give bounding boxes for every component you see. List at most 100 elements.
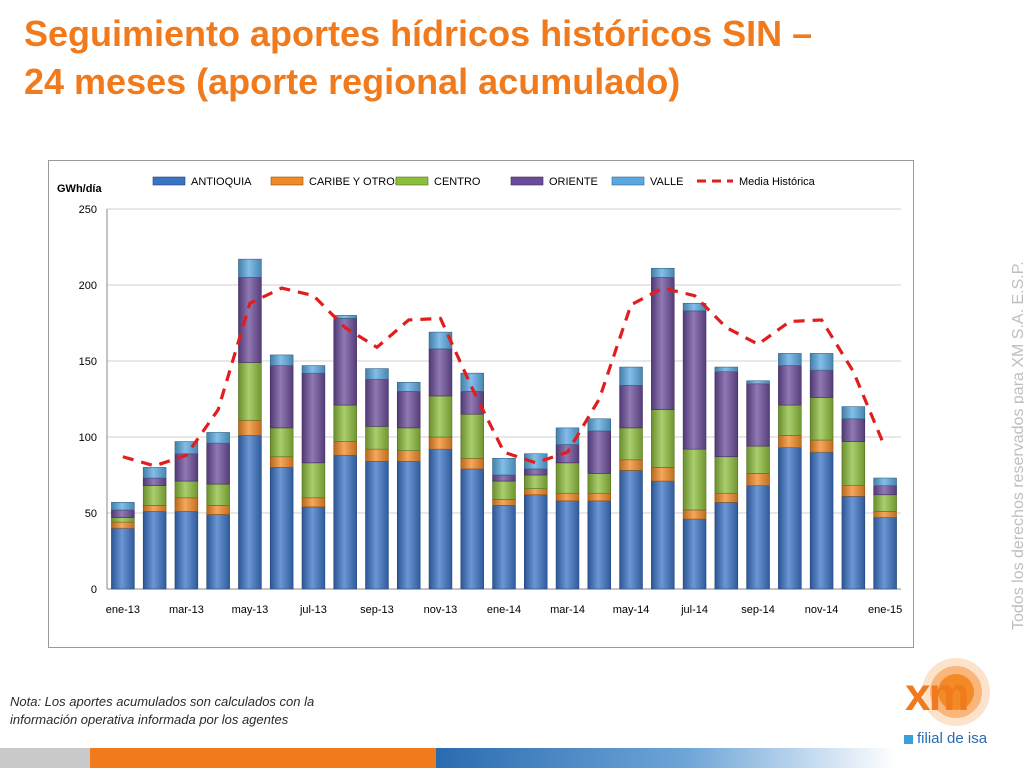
- bar-centro: [206, 483, 230, 506]
- logo-tagline-text: filial de isa: [917, 730, 988, 747]
- bar-caribe-y-otros: [111, 521, 135, 529]
- page-title: Seguimiento aportes hídricos históricos …: [24, 10, 924, 106]
- bar-antioquia: [619, 470, 643, 590]
- x-tick-label: mar-13: [169, 604, 204, 616]
- bar-antioquia: [428, 448, 453, 590]
- bar-antioquia: [555, 500, 580, 590]
- bar-valle: [809, 353, 834, 371]
- bar-antioquia: [333, 454, 357, 590]
- bar-oriente: [428, 348, 453, 397]
- legend-swatch-oriente: [510, 176, 544, 186]
- bar-centro: [841, 441, 866, 486]
- bar-centro: [778, 404, 802, 436]
- bar-antioquia: [492, 505, 516, 590]
- bar-centro: [651, 409, 675, 468]
- bar-centro: [396, 427, 421, 451]
- bar-centro: [174, 480, 199, 499]
- legend-label-caribe-y-otros: CARIBE Y OTROS: [309, 176, 402, 188]
- bar-oriente: [365, 378, 389, 427]
- bar-valle: [238, 258, 262, 278]
- legend-swatch-valle: [611, 176, 645, 186]
- bar-valle: [492, 457, 516, 476]
- bar-valle: [111, 502, 135, 511]
- bar-valle: [206, 432, 230, 444]
- y-tick-label: 250: [79, 204, 97, 216]
- bar-valle: [587, 418, 612, 432]
- bar-oriente: [682, 310, 707, 450]
- bar-caribe-y-otros: [174, 497, 199, 512]
- bar-centro: [555, 462, 580, 494]
- bar-centro: [619, 427, 643, 461]
- bar-valle: [524, 453, 548, 470]
- bar-caribe-y-otros: [142, 505, 167, 512]
- x-tick-label: may-14: [613, 604, 650, 616]
- x-tick-label: ene-15: [868, 604, 902, 616]
- bar-caribe-y-otros: [555, 492, 580, 502]
- bar-antioquia: [301, 506, 326, 590]
- bar-centro: [142, 485, 167, 506]
- bar-caribe-y-otros: [682, 509, 707, 520]
- bar-antioquia: [746, 485, 770, 590]
- bar-centro: [238, 362, 262, 421]
- footer-band-orange: [90, 748, 436, 768]
- legend-label-media-historica: Media Histórica: [739, 176, 816, 188]
- bar-caribe-y-otros: [873, 511, 897, 518]
- y-tick-label: 0: [91, 584, 97, 596]
- bar-antioquia: [682, 518, 707, 590]
- bar-antioquia: [269, 467, 294, 590]
- bar-caribe-y-otros: [333, 441, 357, 456]
- x-tick-label: ene-14: [487, 604, 521, 616]
- bar-oriente: [460, 391, 484, 415]
- bar-valle: [619, 366, 643, 386]
- bar-centro: [301, 462, 326, 499]
- bar-caribe-y-otros: [746, 473, 770, 486]
- stacked-bar-chart: 0 50 100 150 200 250 GWh/día ene-13 mar-13 may-13…: [57, 176, 902, 616]
- bar-valle: [269, 354, 294, 366]
- bar-oriente: [269, 365, 294, 429]
- bar-caribe-y-otros: [841, 485, 866, 497]
- bar-centro: [714, 456, 739, 494]
- bar-centro: [809, 397, 834, 441]
- bar-antioquia: [873, 517, 897, 590]
- bar-antioquia: [174, 511, 199, 590]
- bar-antioquia: [524, 494, 548, 590]
- bar-antioquia: [365, 461, 389, 590]
- bar-oriente: [778, 365, 802, 406]
- bar-caribe-y-otros: [492, 499, 516, 506]
- footer-band-blue: [436, 748, 896, 768]
- copyright-side-text: Todos los derechos reservados para XM S.…: [1010, 261, 1024, 630]
- bar-antioquia: [778, 447, 802, 590]
- legend-label-valle: VALLE: [650, 176, 683, 188]
- bar-oriente: [746, 383, 770, 447]
- bar-valle: [746, 380, 770, 385]
- bar-valle: [714, 366, 739, 372]
- y-tick-label: 100: [79, 432, 97, 444]
- bar-oriente: [396, 391, 421, 429]
- bar-oriente: [111, 509, 135, 518]
- bar-valle: [301, 365, 326, 374]
- bar-antioquia: [238, 435, 262, 590]
- bar-caribe-y-otros: [206, 505, 230, 515]
- x-tick-label: sep-13: [360, 604, 394, 616]
- x-tick-label: jul-14: [680, 604, 708, 616]
- bar-centro: [428, 395, 453, 438]
- bar-oriente: [651, 277, 675, 410]
- x-tick-label: nov-13: [424, 604, 458, 616]
- bar-oriente: [492, 474, 516, 482]
- y-tick-label: 200: [79, 280, 97, 292]
- logo-word: xm: [905, 668, 970, 720]
- y-tick-label: 50: [85, 508, 97, 520]
- bar-antioquia: [809, 451, 834, 590]
- bar-caribe-y-otros: [651, 467, 675, 482]
- x-tick-label: nov-14: [805, 604, 839, 616]
- bar-antioquia: [396, 461, 421, 590]
- bar-centro: [365, 426, 389, 450]
- legend-swatch-centro: [395, 176, 429, 186]
- bar-caribe-y-otros: [460, 457, 484, 470]
- bar-caribe-y-otros: [587, 492, 612, 502]
- x-tick-label: ene-13: [106, 604, 140, 616]
- bar-oriente: [714, 371, 739, 458]
- bar-centro: [746, 445, 770, 474]
- legend-label-centro: CENTRO: [434, 176, 481, 188]
- bar-centro: [269, 427, 294, 458]
